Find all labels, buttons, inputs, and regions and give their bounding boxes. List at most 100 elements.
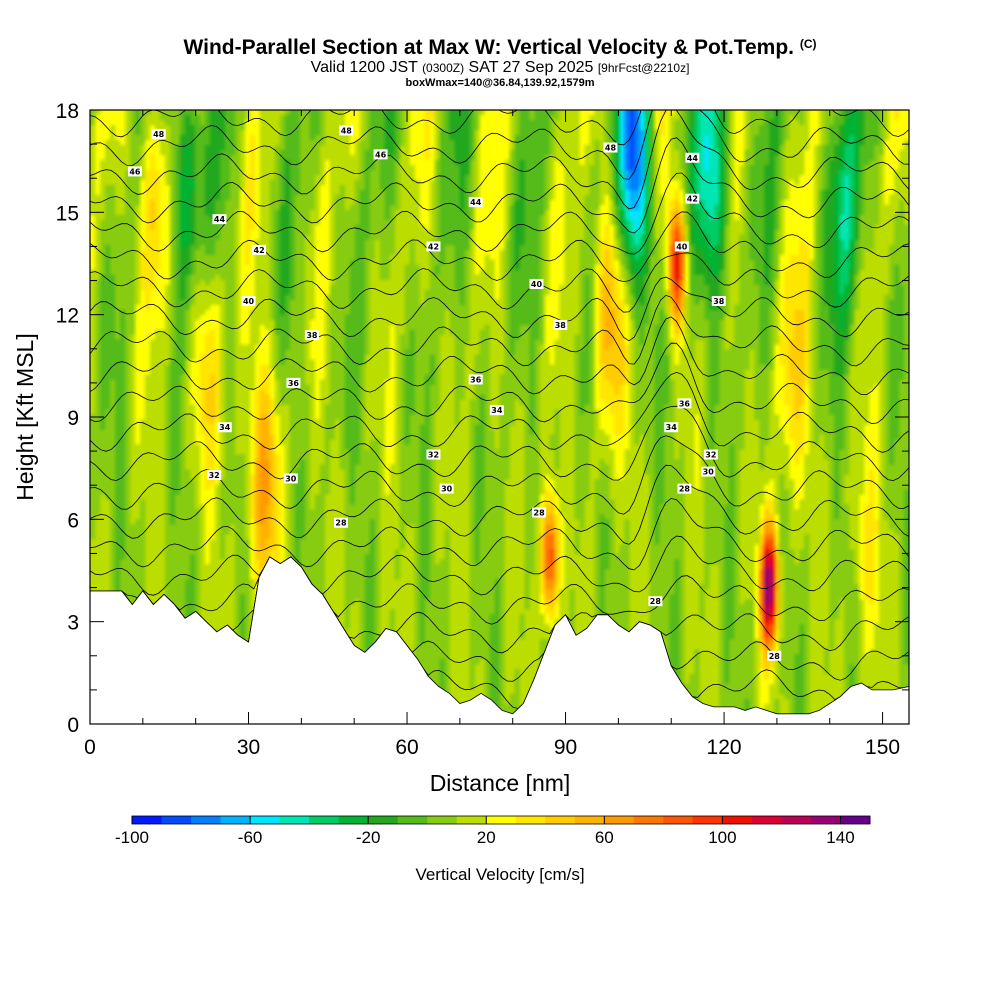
svg-text:34: 34 bbox=[666, 423, 678, 432]
contour-label: 28 bbox=[532, 507, 547, 518]
chart-title: Wind-Parallel Section at Max W: Vertical… bbox=[183, 36, 817, 59]
svg-text:34: 34 bbox=[491, 406, 503, 415]
colorbar-swatch bbox=[132, 816, 162, 824]
svg-text:48: 48 bbox=[605, 144, 617, 153]
theta-contour-line bbox=[90, 294, 909, 367]
theta-contour-line bbox=[90, 556, 909, 625]
theta-contour-line bbox=[90, 211, 909, 283]
x-tick-label: 0 bbox=[84, 736, 96, 759]
x-tick-label: 60 bbox=[395, 736, 418, 759]
contour-label: 36 bbox=[286, 377, 301, 388]
svg-text:28: 28 bbox=[769, 652, 781, 661]
colorbar-swatch bbox=[397, 816, 428, 824]
chart-subtitle-2: boxWmax=140@36.84,139.92,1579m bbox=[405, 77, 595, 89]
contour-label: 34 bbox=[489, 405, 504, 416]
colorbar: -100 -60 -20 20 60 100 140 bbox=[115, 815, 871, 847]
svg-text:36: 36 bbox=[288, 379, 300, 388]
contour-label: 42 bbox=[685, 193, 700, 204]
contour-label: 48 bbox=[151, 128, 166, 139]
contour-labels: 48 46 48 46 48 44 44 44 42 42 42 40 40 40 38 38 38 36 36 36… bbox=[127, 125, 782, 661]
svg-text:36: 36 bbox=[679, 399, 691, 408]
colorbar-tick-label: -60 bbox=[238, 828, 263, 847]
contour-label: 46 bbox=[127, 166, 142, 177]
contour-label: 46 bbox=[373, 149, 388, 160]
contour-label: 40 bbox=[241, 296, 256, 307]
contour-label: 32 bbox=[703, 449, 718, 460]
svg-text:40: 40 bbox=[243, 297, 255, 306]
colorbar-tick-label: 20 bbox=[477, 828, 496, 847]
colorbar-swatch bbox=[663, 816, 694, 824]
colorbar-swatch bbox=[220, 816, 251, 824]
svg-text:34: 34 bbox=[219, 423, 231, 432]
colorbar-swatch bbox=[692, 816, 723, 824]
plot-area: 48 46 48 46 48 44 44 44 42 42 42 40 40 40 38 38 38 36 36 36… bbox=[89, 109, 910, 725]
contour-label: 30 bbox=[283, 473, 298, 484]
x-tick-label: 90 bbox=[554, 736, 577, 759]
colorbar-tick-label: -20 bbox=[356, 828, 381, 847]
colorbar-swatch bbox=[781, 816, 812, 824]
theta-contour-line bbox=[90, 110, 909, 180]
contour-label: 28 bbox=[648, 596, 663, 607]
y-tick-label: 12 bbox=[56, 305, 79, 328]
theta-contour-line bbox=[90, 435, 909, 515]
svg-text:42: 42 bbox=[687, 195, 698, 204]
colorbar-swatch bbox=[338, 816, 369, 824]
x-tick-label: 150 bbox=[865, 736, 900, 759]
svg-text:32: 32 bbox=[428, 451, 439, 460]
title-tag: (C) bbox=[799, 37, 817, 51]
contour-label: 38 bbox=[711, 296, 726, 307]
svg-text:28: 28 bbox=[335, 519, 347, 528]
contour-label: 30 bbox=[701, 466, 716, 477]
theta-contour-line bbox=[90, 110, 909, 210]
y-tick-label: 3 bbox=[67, 612, 79, 635]
colorbar-tick-label: 100 bbox=[708, 828, 736, 847]
y-tick-label: 9 bbox=[67, 407, 79, 430]
svg-text:30: 30 bbox=[441, 485, 453, 494]
svg-text:42: 42 bbox=[254, 246, 265, 255]
svg-text:48: 48 bbox=[153, 130, 165, 139]
svg-text:46: 46 bbox=[375, 150, 387, 159]
colorbar-swatch bbox=[545, 816, 576, 824]
contour-label: 48 bbox=[603, 142, 618, 153]
colorbar-swatch bbox=[309, 816, 340, 824]
contour-label: 44 bbox=[685, 152, 700, 163]
colorbar-swatch bbox=[840, 816, 871, 824]
x-tick-label: 120 bbox=[707, 736, 742, 759]
contour-label: 40 bbox=[529, 278, 544, 289]
svg-text:30: 30 bbox=[285, 474, 297, 483]
contour-label: 36 bbox=[468, 374, 483, 385]
contour-label: 36 bbox=[677, 398, 692, 409]
chart-subtitle: Valid 1200 JST (0300Z) SAT 27 Sep 2025 [… bbox=[310, 59, 690, 76]
contour-label: 28 bbox=[677, 483, 692, 494]
svg-text:38: 38 bbox=[555, 321, 567, 330]
terrain-mask bbox=[90, 556, 909, 724]
colorbar-tick-label: -100 bbox=[115, 828, 149, 847]
colorbar-swatch bbox=[368, 816, 399, 824]
svg-text:32: 32 bbox=[705, 451, 716, 460]
theta-contour-line bbox=[90, 497, 909, 571]
svg-text:28: 28 bbox=[679, 485, 691, 494]
svg-text:28: 28 bbox=[650, 597, 662, 606]
colorbar-swatch bbox=[161, 816, 192, 824]
colorbar-title: Vertical Velocity [cm/s] bbox=[415, 865, 584, 884]
svg-text:44: 44 bbox=[214, 215, 226, 224]
colorbar-swatch bbox=[810, 816, 841, 824]
svg-text:46: 46 bbox=[129, 167, 141, 176]
y-tick-label: 0 bbox=[67, 714, 79, 737]
colorbar-swatch bbox=[250, 816, 280, 824]
colorbar-swatch bbox=[456, 816, 487, 824]
theta-contour-line bbox=[90, 342, 909, 425]
contour-label: 48 bbox=[339, 125, 354, 136]
y-tick-label: 15 bbox=[56, 202, 79, 225]
colorbar-tick-label: 140 bbox=[826, 828, 854, 847]
svg-text:36: 36 bbox=[470, 375, 482, 384]
y-tick-label: 6 bbox=[67, 509, 79, 532]
theta-contour-line bbox=[90, 535, 909, 596]
svg-text:48: 48 bbox=[341, 126, 353, 135]
theta-contour-line bbox=[90, 371, 909, 453]
colorbar-swatch bbox=[486, 816, 517, 824]
contour-label: 38 bbox=[553, 319, 568, 330]
colorbar-tick-label: 60 bbox=[595, 828, 614, 847]
colorbar-swatch bbox=[191, 816, 221, 824]
